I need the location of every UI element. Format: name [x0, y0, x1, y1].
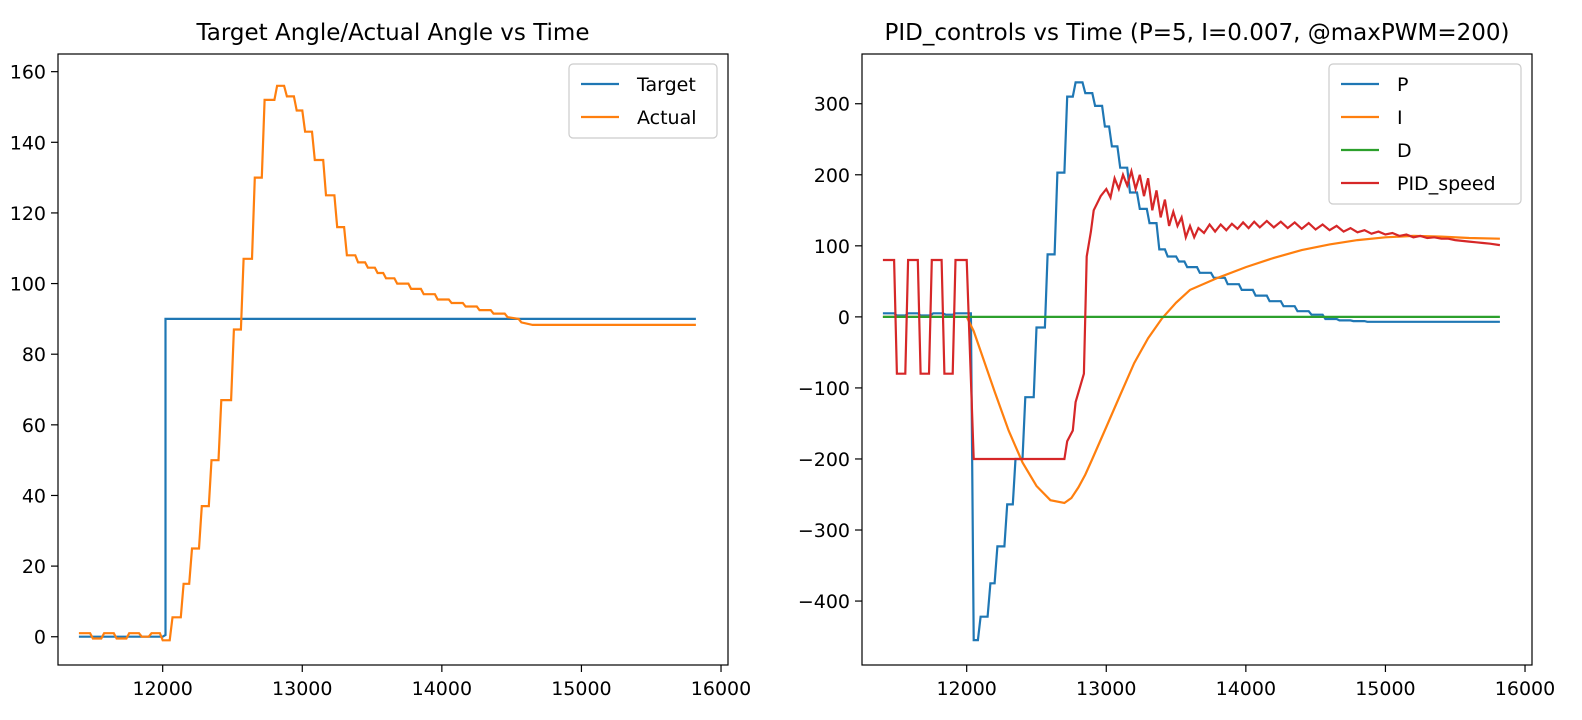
series-line-pid-speed [882, 166, 1501, 461]
legend-box [1328, 63, 1522, 205]
x-tick-label: 14000 [1216, 678, 1276, 700]
series-line-actual [78, 84, 696, 642]
y-tick-label: 160 [10, 62, 46, 84]
series-line-i [882, 234, 1500, 505]
x-tick-label: 16000 [1495, 678, 1555, 700]
chart-title: PID_controls vs Time (P=5, I=0.007, @max… [885, 20, 1510, 46]
x-tick-label: 15000 [551, 678, 611, 700]
series-group [78, 84, 696, 642]
x-tick-label: 16000 [691, 678, 751, 700]
legend-label: P [1397, 74, 1408, 96]
legend-label: I [1397, 107, 1403, 129]
legend: PID PID_speed [1328, 63, 1522, 205]
x-tick-label: 12000 [132, 678, 192, 700]
x-tick-label: 13000 [272, 678, 332, 700]
y-tick-label: −300 [798, 520, 850, 542]
legend-label: Actual [637, 107, 697, 129]
series-group [882, 81, 1501, 642]
y-tick-label: 60 [22, 415, 46, 437]
plot-area: 12000 13000 14000 15000 16000 −400 −300 −200 −10… [798, 53, 1555, 700]
legend-label: D [1397, 140, 1412, 162]
y-tick-label: 20 [22, 556, 46, 578]
y-tick-label: 80 [22, 344, 46, 366]
y-tick-label: 300 [814, 94, 850, 116]
axes-frame [861, 53, 1533, 666]
y-tick-label: −400 [798, 591, 850, 613]
y-tick-label: 0 [34, 627, 46, 649]
y-tick-label: 120 [10, 203, 46, 225]
y-tick-label: 100 [814, 236, 850, 258]
y-tick-label: 100 [10, 274, 46, 296]
legend-label: Target [636, 74, 696, 96]
chart-title: Target Angle/Actual Angle vs Time [196, 20, 590, 46]
y-tick-label: −100 [798, 378, 850, 400]
y-tick-label: 0 [838, 307, 850, 329]
x-tick-label: 15000 [1355, 678, 1415, 700]
y-tick-label: 200 [814, 165, 850, 187]
plot-area: 12000 13000 14000 15000 16000 0 20 40 60 80 100 120… [10, 53, 751, 700]
legend-box [568, 63, 718, 139]
chart-target-vs-actual: Target Angle/Actual Angle vs Time 12000 1… [10, 20, 752, 700]
x-tick-label: 13000 [1076, 678, 1136, 700]
legend-label: PID_speed [1397, 173, 1496, 195]
y-tick-label: −200 [798, 449, 850, 471]
x-tick-label: 14000 [412, 678, 472, 700]
legend: Target Actual [568, 63, 718, 139]
x-tick-label: 12000 [936, 678, 996, 700]
chart-pid-controls: PID_controls vs Time (P=5, I=0.007, @max… [798, 20, 1555, 700]
series-line-target [78, 317, 696, 638]
y-tick-label: 40 [22, 485, 46, 507]
y-tick-label: 140 [10, 132, 46, 154]
axes-frame [57, 53, 729, 666]
